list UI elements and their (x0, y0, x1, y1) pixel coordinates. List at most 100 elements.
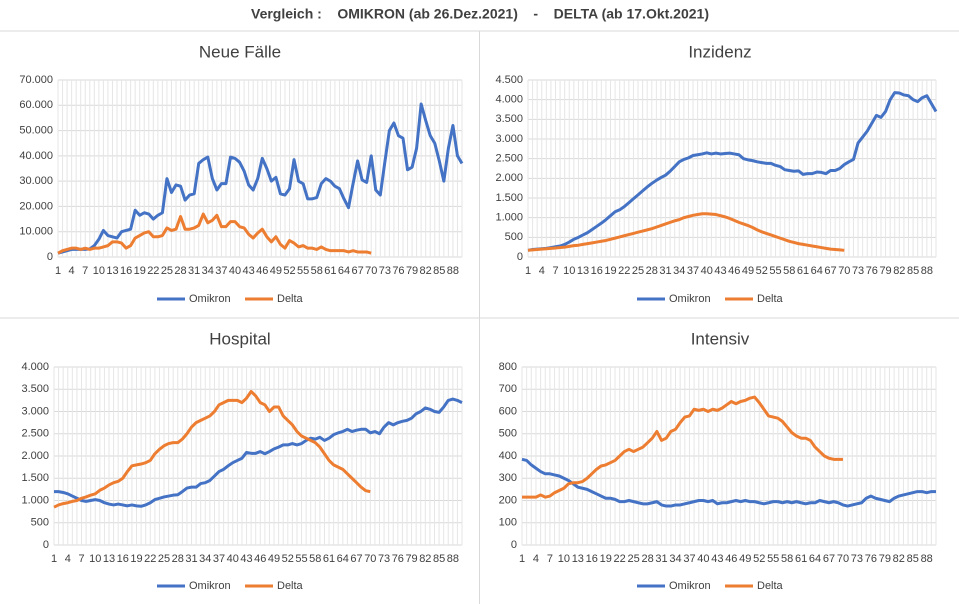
x-tick-label: 64 (337, 553, 349, 565)
x-tick-label: 4 (539, 265, 545, 277)
x-tick-label: 55 (295, 553, 307, 565)
y-tick-label: 40.000 (19, 150, 53, 162)
x-tick-label: 79 (405, 553, 417, 565)
x-tick-label: 7 (82, 265, 88, 277)
x-tick-label: 67 (350, 553, 362, 565)
x-tick-label: 70 (364, 553, 376, 565)
y-tick-label: 50.000 (19, 124, 53, 136)
x-tick-label: 37 (215, 265, 227, 277)
x-tick-label: 13 (106, 265, 118, 277)
x-tick-label: 1 (519, 553, 525, 565)
x-tick-label: 64 (811, 265, 823, 277)
y-tick-label: 70.000 (19, 74, 53, 86)
x-tick-label: 40 (701, 265, 713, 277)
x-tick-label: 52 (282, 553, 294, 565)
x-tick-label: 25 (632, 265, 644, 277)
x-tick-label: 85 (907, 265, 919, 277)
x-tick-label: 25 (161, 265, 173, 277)
x-tick-label: 4 (69, 265, 75, 277)
x-tick-label: 25 (158, 553, 170, 565)
x-tick-label: 49 (268, 553, 280, 565)
x-tick-label: 70 (837, 553, 849, 565)
x-tick-label: 10 (89, 553, 101, 565)
x-tick-label: 19 (604, 265, 616, 277)
x-tick-label: 85 (433, 553, 445, 565)
y-tick-label: 4.500 (495, 74, 523, 86)
x-tick-label: 61 (324, 265, 336, 277)
x-tick-label: 58 (781, 553, 793, 565)
x-tick-label: 85 (907, 553, 919, 565)
x-tick-label: 25 (628, 553, 640, 565)
y-tick-label: 1.500 (21, 472, 49, 484)
x-tick-label: 46 (256, 265, 268, 277)
y-tick-label: 4.000 (21, 361, 49, 373)
y-tick-label: 200 (499, 494, 517, 506)
x-tick-label: 28 (641, 553, 653, 565)
y-tick-label: 300 (499, 472, 517, 484)
y-tick-label: 1.000 (21, 494, 49, 506)
x-tick-label: 67 (824, 265, 836, 277)
x-tick-label: 43 (240, 553, 252, 565)
x-tick-label: 61 (323, 553, 335, 565)
x-tick-label: 70 (838, 265, 850, 277)
x-tick-label: 73 (851, 553, 863, 565)
legend-label: Omikron (669, 580, 711, 592)
x-tick-label: 10 (93, 265, 105, 277)
x-tick-label: 55 (297, 265, 309, 277)
x-tick-label: 28 (174, 265, 186, 277)
series-line (527, 91, 938, 252)
y-tick-label: 60.000 (19, 99, 53, 111)
x-tick-label: 31 (188, 265, 200, 277)
x-tick-label: 31 (659, 265, 671, 277)
y-tick-label: 2.000 (495, 172, 523, 184)
x-tick-label: 82 (419, 553, 431, 565)
x-tick-label: 88 (921, 265, 933, 277)
x-tick-label: 34 (673, 265, 685, 277)
x-tick-label: 22 (618, 265, 630, 277)
x-tick-label: 31 (185, 553, 197, 565)
series-line (521, 457, 936, 508)
chart-title: Hospital (209, 329, 270, 348)
x-tick-label: 19 (130, 553, 142, 565)
x-tick-label: 61 (797, 265, 809, 277)
x-tick-label: 49 (739, 553, 751, 565)
x-tick-label: 88 (447, 553, 459, 565)
y-tick-label: 100 (499, 517, 517, 529)
series-line (522, 395, 843, 499)
x-tick-label: 82 (893, 553, 905, 565)
y-tick-label: 1.500 (495, 192, 523, 204)
x-tick-label: 43 (711, 553, 723, 565)
y-tick-label: 4.000 (495, 94, 523, 106)
y-tick-label: 10.000 (19, 226, 53, 238)
y-tick-label: 800 (499, 361, 517, 373)
x-tick-label: 85 (433, 265, 445, 277)
x-tick-label: 1 (55, 265, 61, 277)
y-tick-label: 1.000 (495, 212, 523, 224)
x-tick-label: 52 (753, 553, 765, 565)
x-tick-label: 40 (229, 265, 241, 277)
x-tick-label: 82 (420, 265, 432, 277)
x-tick-label: 79 (879, 553, 891, 565)
y-tick-label: 400 (499, 450, 517, 462)
x-tick-label: 88 (921, 553, 933, 565)
y-tick-label: 3.000 (495, 133, 523, 145)
x-tick-label: 34 (202, 265, 214, 277)
legend-label: Omikron (669, 293, 711, 305)
x-tick-label: 34 (669, 553, 681, 565)
y-tick-label: 2.500 (21, 428, 49, 440)
x-tick-label: 40 (697, 553, 709, 565)
x-tick-label: 1 (51, 553, 57, 565)
x-tick-label: 58 (783, 265, 795, 277)
legend-label: Omikron (189, 580, 231, 592)
series-line (54, 397, 463, 508)
x-tick-label: 49 (742, 265, 754, 277)
x-tick-label: 76 (865, 553, 877, 565)
y-tick-label: 2.000 (21, 450, 49, 462)
x-tick-label: 76 (866, 265, 878, 277)
chart-title: Inzidenz (688, 42, 751, 61)
y-tick-label: 3.500 (495, 113, 523, 125)
x-tick-label: 73 (378, 553, 390, 565)
series-line (53, 389, 371, 509)
x-tick-label: 13 (577, 265, 589, 277)
